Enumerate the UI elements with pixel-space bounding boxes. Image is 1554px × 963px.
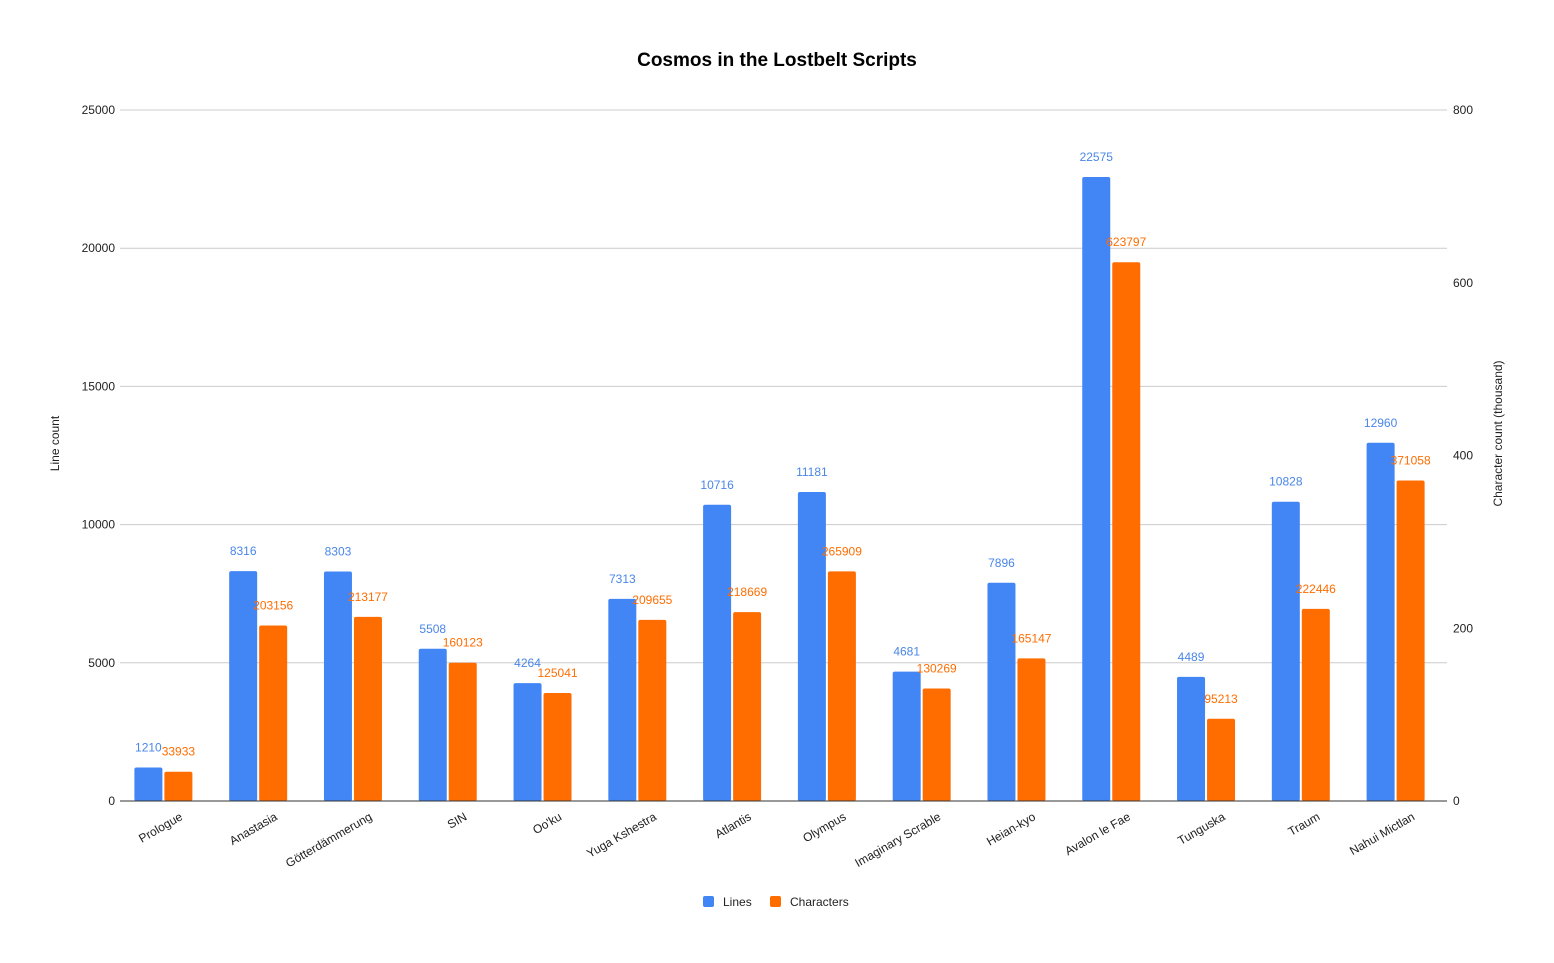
bar-characters	[353, 616, 382, 801]
data-label-lines: 11181	[796, 465, 828, 479]
x-tick-label: Yuga Kshestra	[584, 809, 659, 860]
bar-lines	[1271, 501, 1300, 801]
y-tick-label-left: 25000	[82, 103, 116, 117]
bar-lines	[797, 491, 826, 801]
bar-lines	[1082, 177, 1111, 802]
data-label-characters: 203156	[253, 599, 293, 613]
x-tick-label: Nahui Mictlan	[1347, 809, 1417, 857]
x-tick-label: Tunguska	[1175, 809, 1228, 847]
y-tick-label-left: 0	[108, 794, 115, 808]
x-tick-label: SIN	[445, 809, 469, 831]
x-tick-label: Atlantis	[713, 809, 754, 841]
data-label-characters: 623797	[1106, 235, 1146, 249]
data-label-characters: 218669	[727, 585, 767, 599]
gridlines	[120, 109, 1447, 664]
bar-characters	[922, 688, 951, 801]
bar-lines	[703, 504, 732, 801]
x-tick-label: Götterdämmerung	[283, 809, 374, 870]
data-label-characters: 371058	[1391, 453, 1431, 467]
bar-characters	[1301, 608, 1330, 801]
x-tick-label: Oo'ku	[530, 809, 564, 837]
bar-characters	[164, 771, 193, 801]
x-tick-label: Heian-kyo	[984, 809, 1038, 848]
bar-characters	[638, 619, 667, 801]
x-tick-label: Imaginary Scrable	[852, 809, 943, 870]
data-label-lines: 4489	[1178, 650, 1205, 664]
data-label-lines: 4264	[514, 656, 541, 670]
y-axis-title-left: Line count	[48, 415, 62, 471]
bar-characters	[1017, 658, 1046, 801]
legend-item-characters: Characters	[770, 895, 849, 909]
data-label-lines: 8303	[325, 545, 352, 559]
bar-lines	[229, 571, 258, 801]
data-label-characters: 130269	[917, 661, 957, 675]
data-label-lines: 10828	[1269, 475, 1303, 489]
data-label-characters: 165147	[1011, 631, 1051, 645]
data-label-lines: 1210	[135, 741, 162, 755]
data-label-lines: 22575	[1080, 150, 1114, 164]
bar-lines	[134, 767, 163, 801]
y-tick-label-left: 5000	[88, 656, 115, 670]
y-axis-title-right: Character count (thousand)	[1491, 360, 1505, 506]
legend-swatch	[770, 896, 781, 907]
bar-characters	[1396, 480, 1425, 801]
bars	[134, 177, 1425, 802]
bar-lines	[608, 598, 637, 801]
y-tick-label-left: 10000	[82, 518, 116, 532]
x-tick-label: Avalon le Fae	[1062, 809, 1133, 858]
bar-lines	[1177, 676, 1206, 801]
y-tick-label-left: 20000	[82, 241, 116, 255]
bar-lines	[513, 683, 542, 801]
data-label-characters: 209655	[632, 593, 672, 607]
bar-characters	[543, 692, 572, 801]
x-tick-label: Prologue	[136, 809, 185, 845]
bar-characters	[1112, 262, 1141, 802]
data-label-lines: 4681	[893, 645, 920, 659]
x-tick-label: Olympus	[800, 809, 848, 845]
y-tick-label-right: 600	[1453, 276, 1473, 290]
data-label-lines: 7313	[609, 572, 636, 586]
x-tick-label: Anastasia	[227, 809, 280, 848]
bar-characters	[259, 625, 288, 801]
bar-lines	[892, 671, 921, 801]
legend-label: Characters	[790, 895, 849, 909]
bar-lines	[987, 582, 1016, 801]
y-tick-label-right: 0	[1453, 794, 1460, 808]
data-label-characters: 33933	[162, 745, 196, 759]
data-label-lines: 12960	[1364, 416, 1398, 430]
data-label-lines: 8316	[230, 544, 257, 558]
legend: Lines Characters	[703, 895, 849, 909]
x-tick-label: Traum	[1286, 809, 1323, 838]
bar-characters	[1207, 718, 1236, 801]
data-label-lines: 10716	[700, 478, 734, 492]
y-tick-label-left: 15000	[82, 379, 116, 393]
data-label-characters: 265909	[822, 544, 862, 558]
data-label-lines: 5508	[419, 622, 446, 636]
data-label-characters: 213177	[348, 590, 388, 604]
bar-characters	[733, 612, 762, 801]
chart-title: Cosmos in the Lostbelt Scripts	[637, 50, 917, 71]
bar-lines	[323, 571, 352, 801]
y-tick-label-right: 800	[1453, 103, 1473, 117]
bar-characters	[827, 571, 856, 801]
legend-swatch	[703, 896, 714, 907]
data-label-characters: 222446	[1296, 582, 1336, 596]
legend-item-lines: Lines	[703, 895, 752, 909]
y-tick-label-right: 200	[1453, 621, 1473, 635]
data-label-characters: 125041	[538, 666, 578, 680]
bar-lines	[418, 648, 447, 801]
legend-label: Lines	[723, 895, 752, 909]
data-label-characters: 95213	[1204, 692, 1238, 706]
y-tick-label-right: 400	[1453, 449, 1473, 463]
bar-lines	[1366, 442, 1395, 801]
data-label-lines: 7896	[988, 556, 1015, 570]
data-label-characters: 160123	[443, 636, 483, 650]
bar-characters	[448, 662, 477, 801]
